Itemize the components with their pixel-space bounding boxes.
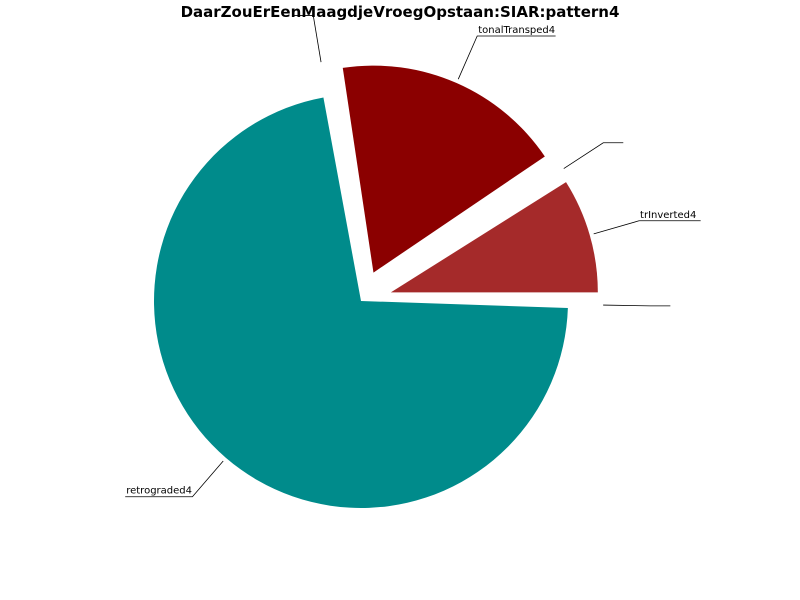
leader-line-tonalTransped4 (457, 35, 556, 80)
slices-layer (154, 65, 600, 509)
pie-slice-gap-1 (386, 167, 563, 285)
leader-line-gap-5 (603, 304, 671, 307)
leader-line-retrograded4 (125, 460, 224, 498)
leader-line-gap-1 (563, 142, 624, 169)
slice-label-retrograded4: retrograded4 (126, 486, 192, 497)
slice-label-trInverted4: trInverted4 (640, 210, 696, 221)
pie-slice-gap-5 (392, 301, 600, 309)
pie-slice-retrograded4 (154, 97, 568, 509)
labels-layer: trInverted4 tonalTransped4 retrograded4 (125, 15, 701, 498)
pie-slice-tonalTransped4 (342, 65, 545, 273)
leader-line-trInverted4 (593, 220, 701, 235)
chart-title: DaarZouErEenMaagdjeVroegOpstaan:SIAR:pat… (180, 3, 620, 21)
slice-label-tonalTransped4: tonalTransped4 (478, 25, 555, 36)
pie-slice-gap-3 (318, 65, 356, 271)
leader-line-gap-3 (293, 15, 322, 63)
pie-slice-trInverted4 (390, 182, 598, 293)
